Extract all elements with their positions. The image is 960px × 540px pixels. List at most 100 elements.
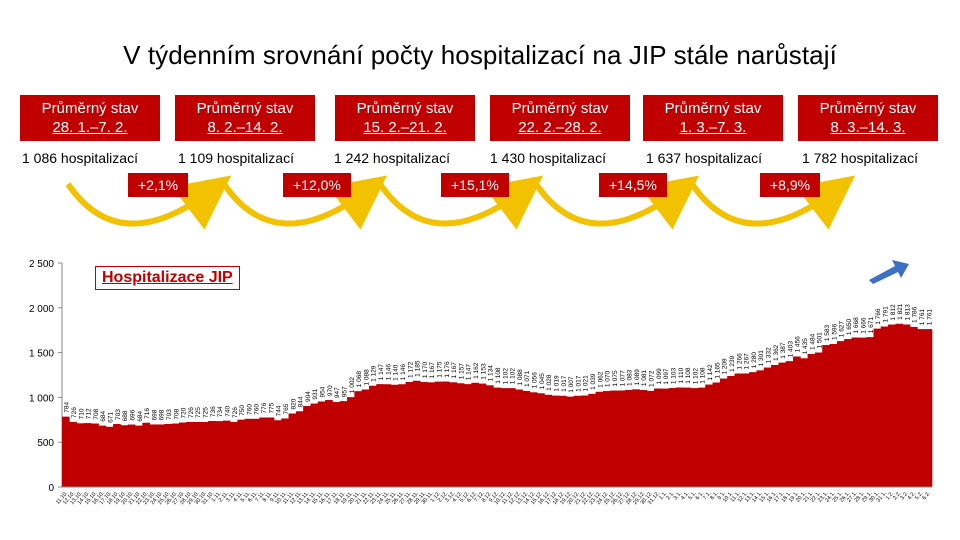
bar — [244, 418, 253, 487]
bar — [142, 422, 151, 487]
week-label: Průměrný stav — [511, 100, 609, 117]
bar — [325, 400, 333, 487]
bar — [763, 367, 772, 487]
week-hosp-3: 1 242 hospitalizací — [334, 150, 450, 166]
bar — [632, 389, 640, 487]
week-range: 22. 2.–28. 2. — [518, 119, 602, 136]
bar — [785, 361, 794, 487]
chart-title: Hospitalizace JIP — [95, 266, 240, 290]
bar — [178, 422, 187, 487]
bar — [917, 329, 925, 487]
bar-value-label: 1 791 — [882, 306, 889, 323]
bar — [149, 424, 158, 487]
bar-value-label: 726 — [232, 407, 239, 418]
bar-value-label: 698 — [159, 409, 166, 420]
bar-value-label: 1 017 — [575, 375, 582, 392]
bar — [624, 389, 633, 487]
bar — [559, 395, 567, 487]
bar — [910, 326, 918, 487]
bar — [544, 394, 553, 487]
y-tick-label: 1 500 — [29, 349, 54, 360]
bar — [208, 421, 216, 487]
bar — [127, 424, 136, 487]
bar — [500, 388, 509, 487]
bar-value-label: 1 089 — [634, 369, 641, 386]
bar-value-label: 844 — [298, 396, 305, 407]
bar — [661, 388, 670, 487]
x-tick-label: 2.1. — [665, 490, 676, 501]
bar — [741, 373, 750, 487]
bar — [654, 388, 662, 487]
page-title: V týdenním srovnání počty hospitalizací … — [123, 40, 837, 70]
x-tick-label: 6.1. — [695, 490, 706, 501]
bar-value-label: 1 103 — [670, 368, 677, 385]
bar-value-label: 1 185 — [415, 360, 422, 377]
bar — [339, 401, 348, 487]
bar-value-label: 1 021 — [583, 375, 590, 392]
bar-value-label: 1 501 — [817, 332, 824, 349]
bar — [354, 391, 363, 487]
bar-value-label: 688 — [122, 410, 129, 421]
bar-value-label: 1 102 — [502, 368, 509, 385]
bar-value-label: 1 147 — [466, 364, 473, 381]
bar — [749, 372, 757, 487]
bar-value-label: 1 812 — [890, 304, 897, 321]
bar — [347, 397, 355, 487]
bar-value-label: 1 165 — [714, 362, 721, 379]
bar-value-label: 726 — [71, 407, 78, 418]
x-tick-label: 2.2. — [892, 490, 903, 501]
bar-value-label: 1 761 — [919, 309, 926, 326]
bar — [252, 418, 260, 487]
bar — [895, 323, 904, 487]
bar — [771, 364, 779, 487]
x-tick-label: 6.2. — [921, 490, 932, 501]
bar — [676, 387, 684, 487]
bar — [610, 390, 618, 487]
bar-value-label: 1 077 — [619, 370, 626, 387]
x-tick-label: 5.2. — [914, 490, 925, 501]
curved-arrows — [65, 175, 856, 230]
bar-value-label: 1 153 — [480, 363, 487, 380]
bar-value-label: 1 110 — [678, 367, 685, 383]
bar — [888, 324, 896, 487]
bar — [164, 424, 172, 487]
x-tick-label: 7.1. — [702, 490, 713, 501]
bar-value-label: 725 — [203, 407, 210, 418]
bar — [105, 426, 114, 487]
bar-value-label: 1 167 — [451, 362, 458, 379]
y-tick-label: 0 — [48, 483, 54, 494]
bar-value-label: 1 017 — [561, 375, 568, 392]
week-range: 1. 3.–7. 3. — [679, 119, 747, 136]
y-tick-label: 2 000 — [29, 304, 54, 315]
bar — [880, 326, 889, 487]
bar-value-label: 708 — [93, 408, 100, 419]
bar-value-label: 1 280 — [751, 352, 758, 369]
bar — [617, 390, 626, 487]
change-box-1: +2,1% — [128, 173, 189, 197]
bar-value-label: 1 072 — [649, 370, 656, 387]
bar — [522, 391, 531, 487]
bar-value-label: 1 813 — [904, 304, 911, 321]
bar — [215, 421, 224, 487]
bar — [266, 417, 275, 487]
week-label: Průměrný stav — [196, 100, 294, 117]
week-label: Průměrný stav — [664, 100, 762, 117]
bar — [434, 381, 443, 487]
bar — [91, 423, 99, 487]
bar-value-label: 1 019 — [553, 375, 560, 392]
bar — [398, 384, 406, 487]
bar-value-label: 1 140 — [393, 364, 400, 381]
bar-value-label: 734 — [217, 406, 224, 417]
bar-value-label: 1 266 — [736, 353, 743, 370]
bar-value-label: 1 039 — [590, 373, 597, 390]
bar-value-label: 1 007 — [568, 376, 575, 393]
bar — [588, 393, 596, 487]
bar — [836, 341, 845, 487]
bar — [851, 337, 860, 487]
bar — [573, 395, 582, 487]
bar — [200, 422, 209, 487]
bar-value-label: 1 671 — [868, 317, 875, 334]
bar-value-label: 1 387 — [780, 342, 787, 359]
bar — [83, 423, 92, 487]
week-box-3: Průměrný stav 15. 2.–21. 2. — [335, 95, 475, 141]
